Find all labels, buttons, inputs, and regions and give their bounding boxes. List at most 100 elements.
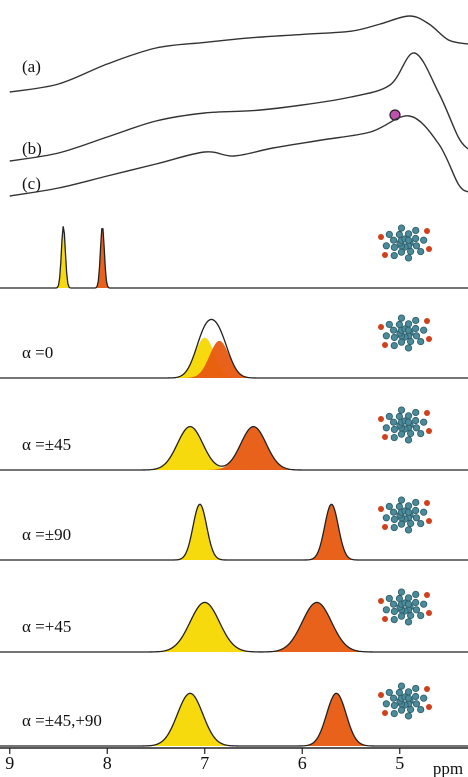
molecule-icon [378,315,432,351]
atom [386,595,392,601]
x-tick-label: 5 [395,753,404,773]
atom [405,619,411,625]
atom [405,327,411,333]
atom-o [382,252,388,258]
atom-o [426,610,432,616]
atom [412,507,418,513]
atom [386,413,392,419]
atom [413,333,419,339]
peak-area [0,341,468,378]
atom [398,339,404,345]
atom [413,515,419,521]
atom [405,237,411,243]
molecule-icon [378,589,432,625]
spectrum-line [10,53,468,161]
atom [417,612,423,618]
atom [390,601,396,607]
atom-o [426,428,432,434]
atom [396,689,402,695]
atom [396,321,402,327]
atom-o [382,524,388,530]
atom-o [424,592,430,598]
atom [405,419,411,425]
atom [413,409,419,415]
atom [405,601,411,607]
atom [420,509,426,515]
atom-o [426,246,432,252]
atom [390,509,396,515]
atom-o [378,234,384,240]
atom [383,607,389,613]
atom-o [378,416,384,422]
molecule-icon [378,497,432,533]
atom [391,434,397,440]
atom [398,683,404,689]
atom [398,521,404,527]
atom-o [382,342,388,348]
atom [417,248,423,254]
atom [390,237,396,243]
atom [405,503,411,509]
atom [398,249,404,255]
x-tick-label: 7 [200,753,209,773]
atom [413,243,419,249]
spectrum-line [10,116,468,196]
atom [407,248,413,254]
atom-o [426,336,432,342]
atom-o [424,228,430,234]
atom [407,338,413,344]
atom [420,695,426,701]
atom [413,227,419,233]
atom [405,255,411,261]
atom [391,426,397,432]
panel-label: α =0 [22,343,53,362]
atom [390,695,396,701]
nmr-figure: (a)(b)(c)α =0α =±45α =±90α =+45α =±45,+9… [0,0,468,777]
atom [398,707,404,713]
atom [412,693,418,699]
molecule-icon [378,225,432,261]
x-tick-label: 9 [5,753,14,773]
atom [390,327,396,333]
atom [405,345,411,351]
atom-o [378,506,384,512]
atom [405,437,411,443]
x-tick-label: 6 [298,753,307,773]
atom [417,706,423,712]
atom [396,413,402,419]
atom [407,706,413,712]
atom [417,520,423,526]
atom [391,516,397,522]
atom [413,425,419,431]
atom [412,325,418,331]
atom [420,601,426,607]
atom [396,595,402,601]
atom [391,710,397,716]
atom [420,327,426,333]
atom [405,231,411,237]
atom [405,527,411,533]
atom-o [426,704,432,710]
atom [386,689,392,695]
atom [398,225,404,231]
atom [405,595,411,601]
atom [412,235,418,241]
atom [417,338,423,344]
atom [383,701,389,707]
atom [405,695,411,701]
atom [391,244,397,250]
atom [383,243,389,249]
atom [383,515,389,521]
atom [383,425,389,431]
atom [405,713,411,719]
atom [398,407,404,413]
atom [398,613,404,619]
panel-label: α =±45,+90 [22,711,102,730]
atom [396,503,402,509]
atom [391,608,397,614]
atom [391,342,397,348]
atom [398,589,404,595]
atom-o [424,410,430,416]
atom [391,524,397,530]
panel-label: α =±90 [22,525,71,544]
